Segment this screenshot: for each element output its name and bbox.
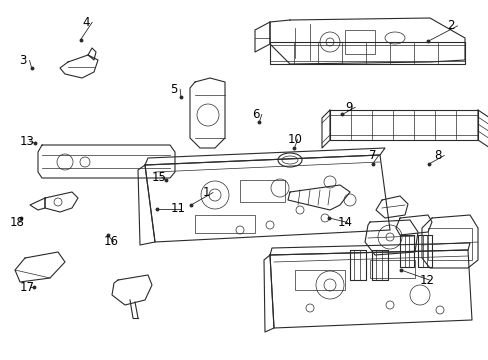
- Text: 18: 18: [10, 216, 24, 229]
- Bar: [240, 180, 285, 202]
- Text: 9: 9: [345, 101, 352, 114]
- Bar: [195, 215, 254, 233]
- Text: 1: 1: [203, 186, 210, 199]
- Text: 7: 7: [368, 149, 375, 162]
- Text: 12: 12: [419, 274, 434, 287]
- Text: 14: 14: [337, 216, 352, 229]
- Bar: [294, 270, 345, 290]
- Bar: [345, 30, 374, 54]
- Text: 3: 3: [20, 54, 27, 67]
- Text: 4: 4: [82, 16, 89, 29]
- Text: 10: 10: [287, 133, 302, 146]
- Bar: [369, 260, 414, 278]
- Bar: [427, 228, 471, 260]
- Text: 15: 15: [151, 171, 166, 184]
- Text: 5: 5: [170, 83, 177, 96]
- Text: 2: 2: [447, 19, 454, 32]
- Text: 6: 6: [251, 108, 259, 121]
- Text: 16: 16: [103, 235, 119, 248]
- Text: 17: 17: [20, 281, 35, 294]
- Text: 13: 13: [20, 135, 34, 148]
- Text: 8: 8: [433, 149, 441, 162]
- Text: 11: 11: [171, 202, 186, 215]
